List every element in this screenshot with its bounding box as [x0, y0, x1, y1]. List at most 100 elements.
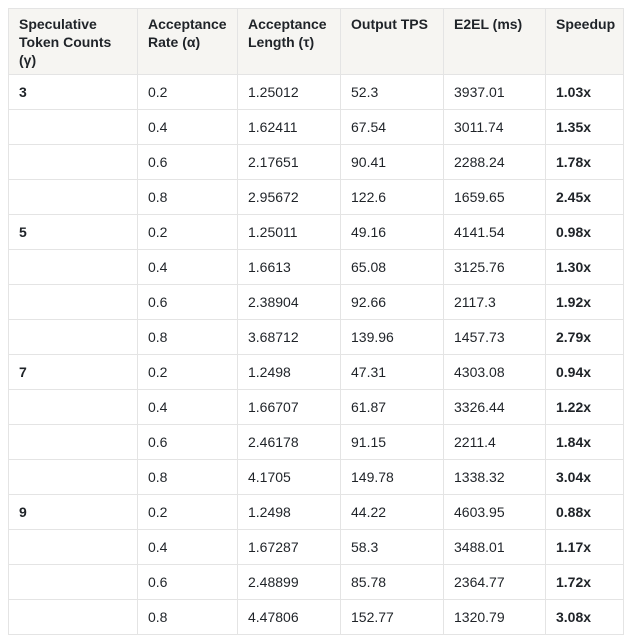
cell-alpha: 0.8 — [137, 319, 238, 355]
cell-output-tps: 44.22 — [340, 494, 444, 530]
column-header-speedup: Speedup — [545, 8, 624, 75]
cell-speedup: 1.72x — [545, 564, 624, 600]
cell-output-tps: 85.78 — [340, 564, 444, 600]
cell-output-tps: 149.78 — [340, 459, 444, 495]
cell-output-tps: 65.08 — [340, 249, 444, 285]
table-row: 0.8 4.47806 152.77 1320.79 3.08x — [8, 599, 624, 635]
cell-tau: 1.62411 — [237, 109, 341, 145]
cell-alpha: 0.8 — [137, 599, 238, 635]
cell-output-tps: 91.15 — [340, 424, 444, 460]
cell-tau: 1.66707 — [237, 389, 341, 425]
cell-speedup: 1.78x — [545, 144, 624, 180]
table-row: 0.8 2.95672 122.6 1659.65 2.45x — [8, 179, 624, 215]
table-row: 5 0.2 1.25011 49.16 4141.54 0.98x — [8, 214, 624, 250]
cell-tau: 1.2498 — [237, 494, 341, 530]
cell-gamma — [8, 459, 138, 495]
cell-gamma — [8, 319, 138, 355]
cell-tau: 2.46178 — [237, 424, 341, 460]
table-body: 3 0.2 1.25012 52.3 3937.01 1.03x 0.4 1.6… — [8, 74, 624, 635]
cell-gamma: 7 — [8, 354, 138, 390]
table-row: 0.4 1.6613 65.08 3125.76 1.30x — [8, 249, 624, 285]
cell-output-tps: 47.31 — [340, 354, 444, 390]
cell-e2el: 3011.74 — [443, 109, 546, 145]
table-row: 0.8 4.1705 149.78 1338.32 3.04x — [8, 459, 624, 495]
table-row: 0.8 3.68712 139.96 1457.73 2.79x — [8, 319, 624, 355]
cell-speedup: 3.04x — [545, 459, 624, 495]
cell-alpha: 0.4 — [137, 389, 238, 425]
table-row: 0.4 1.62411 67.54 3011.74 1.35x — [8, 109, 624, 145]
cell-speedup: 2.45x — [545, 179, 624, 215]
cell-output-tps: 61.87 — [340, 389, 444, 425]
cell-e2el: 2211.4 — [443, 424, 546, 460]
cell-tau: 1.25012 — [237, 74, 341, 110]
table-row: 0.6 2.46178 91.15 2211.4 1.84x — [8, 424, 624, 460]
cell-gamma — [8, 249, 138, 285]
cell-alpha: 0.8 — [137, 459, 238, 495]
speculative-decoding-results-table: Speculative Token Counts (γ) Acceptance … — [8, 8, 624, 635]
cell-speedup: 1.17x — [545, 529, 624, 565]
cell-speedup: 3.08x — [545, 599, 624, 635]
header-row: Speculative Token Counts (γ) Acceptance … — [8, 8, 624, 75]
cell-speedup: 0.98x — [545, 214, 624, 250]
cell-speedup: 1.35x — [545, 109, 624, 145]
table-row: 0.4 1.66707 61.87 3326.44 1.22x — [8, 389, 624, 425]
cell-speedup: 1.84x — [545, 424, 624, 460]
cell-gamma — [8, 389, 138, 425]
cell-speedup: 0.94x — [545, 354, 624, 390]
cell-e2el: 3488.01 — [443, 529, 546, 565]
cell-gamma — [8, 284, 138, 320]
cell-alpha: 0.6 — [137, 564, 238, 600]
cell-tau: 2.38904 — [237, 284, 341, 320]
table-row: 3 0.2 1.25012 52.3 3937.01 1.03x — [8, 74, 624, 110]
cell-e2el: 2117.3 — [443, 284, 546, 320]
cell-output-tps: 49.16 — [340, 214, 444, 250]
cell-speedup: 1.22x — [545, 389, 624, 425]
cell-alpha: 0.2 — [137, 214, 238, 250]
cell-tau: 4.47806 — [237, 599, 341, 635]
cell-output-tps: 92.66 — [340, 284, 444, 320]
column-header-output-tps: Output TPS — [340, 8, 444, 75]
cell-alpha: 0.6 — [137, 284, 238, 320]
cell-gamma — [8, 529, 138, 565]
cell-alpha: 0.2 — [137, 354, 238, 390]
table-row: 0.6 2.38904 92.66 2117.3 1.92x — [8, 284, 624, 320]
cell-tau: 2.17651 — [237, 144, 341, 180]
cell-e2el: 2364.77 — [443, 564, 546, 600]
cell-alpha: 0.6 — [137, 424, 238, 460]
cell-gamma: 5 — [8, 214, 138, 250]
cell-tau: 1.67287 — [237, 529, 341, 565]
cell-gamma: 9 — [8, 494, 138, 530]
cell-e2el: 4141.54 — [443, 214, 546, 250]
cell-e2el: 2288.24 — [443, 144, 546, 180]
cell-e2el: 1659.65 — [443, 179, 546, 215]
cell-alpha: 0.2 — [137, 494, 238, 530]
cell-speedup: 1.30x — [545, 249, 624, 285]
cell-output-tps: 139.96 — [340, 319, 444, 355]
cell-output-tps: 122.6 — [340, 179, 444, 215]
cell-tau: 1.2498 — [237, 354, 341, 390]
cell-tau: 4.1705 — [237, 459, 341, 495]
cell-output-tps: 52.3 — [340, 74, 444, 110]
cell-gamma — [8, 144, 138, 180]
cell-output-tps: 90.41 — [340, 144, 444, 180]
cell-tau: 1.6613 — [237, 249, 341, 285]
column-header-acceptance-rate: Acceptance Rate (α) — [137, 8, 238, 75]
table-row: 0.6 2.48899 85.78 2364.77 1.72x — [8, 564, 624, 600]
cell-alpha: 0.4 — [137, 529, 238, 565]
cell-alpha: 0.6 — [137, 144, 238, 180]
column-header-speculative-token-counts: Speculative Token Counts (γ) — [8, 8, 138, 75]
cell-gamma — [8, 424, 138, 460]
table-row: 0.4 1.67287 58.3 3488.01 1.17x — [8, 529, 624, 565]
cell-gamma — [8, 564, 138, 600]
cell-tau: 3.68712 — [237, 319, 341, 355]
cell-gamma — [8, 599, 138, 635]
column-header-acceptance-length: Acceptance Length (τ) — [237, 8, 341, 75]
cell-e2el: 3326.44 — [443, 389, 546, 425]
table-row: 7 0.2 1.2498 47.31 4303.08 0.94x — [8, 354, 624, 390]
cell-e2el: 1338.32 — [443, 459, 546, 495]
cell-output-tps: 58.3 — [340, 529, 444, 565]
cell-speedup: 1.03x — [545, 74, 624, 110]
cell-speedup: 0.88x — [545, 494, 624, 530]
cell-alpha: 0.4 — [137, 249, 238, 285]
cell-e2el: 1320.79 — [443, 599, 546, 635]
